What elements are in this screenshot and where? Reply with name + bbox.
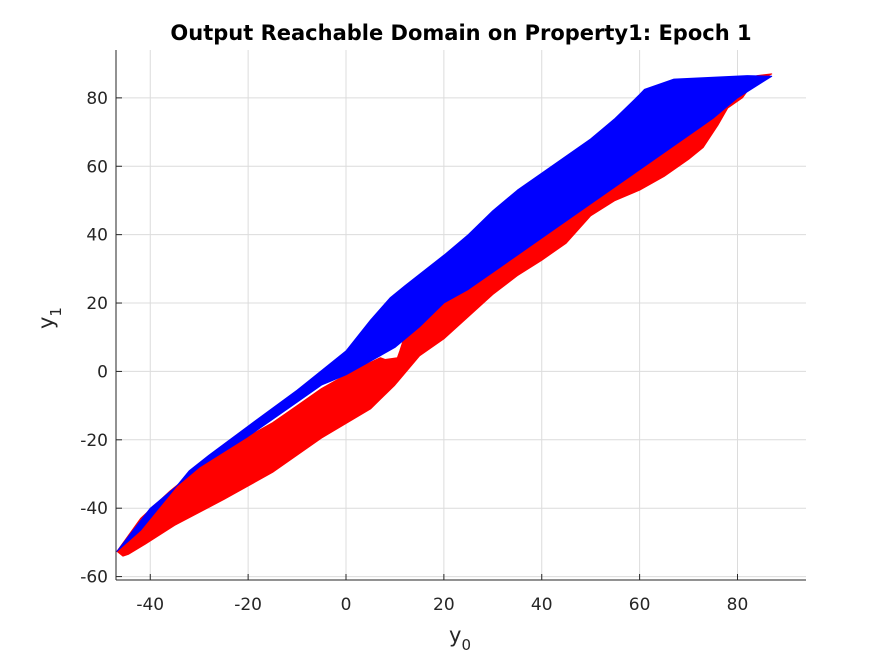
- y-axis-label-subscript: 1: [47, 307, 65, 317]
- x-axis-label-subscript: 0: [461, 636, 471, 654]
- x-tick-label: 20: [433, 595, 455, 615]
- x-axis-label: y0: [449, 623, 471, 654]
- y-axis-label: y1: [34, 307, 65, 329]
- y-tick-label: 0: [97, 362, 108, 382]
- x-tick-label: -20: [234, 595, 262, 615]
- x-tick-label: -40: [136, 595, 164, 615]
- x-tick-label: 60: [629, 595, 651, 615]
- x-axis-label-base: y: [449, 623, 461, 647]
- tick-layer: -40 -20 0 20 40 60 80 -60 -40 -20 0 20 40 60 80: [80, 89, 748, 615]
- y-tick-label: 20: [86, 294, 108, 314]
- x-tick-label: 40: [531, 595, 553, 615]
- x-tick-label: 80: [727, 595, 749, 615]
- y-axis-label-base: y: [34, 317, 58, 329]
- y-tick-label: -20: [80, 431, 108, 451]
- y-tick-label: -40: [80, 499, 108, 519]
- y-tick-label: 40: [86, 226, 108, 246]
- grid-layer: [116, 50, 806, 580]
- chart-title: Output Reachable Domain on Property1: Ep…: [170, 21, 751, 45]
- region-layer: [116, 73, 773, 557]
- x-tick-label: 0: [341, 595, 352, 615]
- y-tick-label: 80: [86, 89, 108, 109]
- axis-layer: [115, 50, 806, 581]
- reachable-region-blue: [116, 75, 773, 552]
- y-tick-label: 60: [86, 157, 108, 177]
- y-tick-label: -60: [80, 568, 108, 588]
